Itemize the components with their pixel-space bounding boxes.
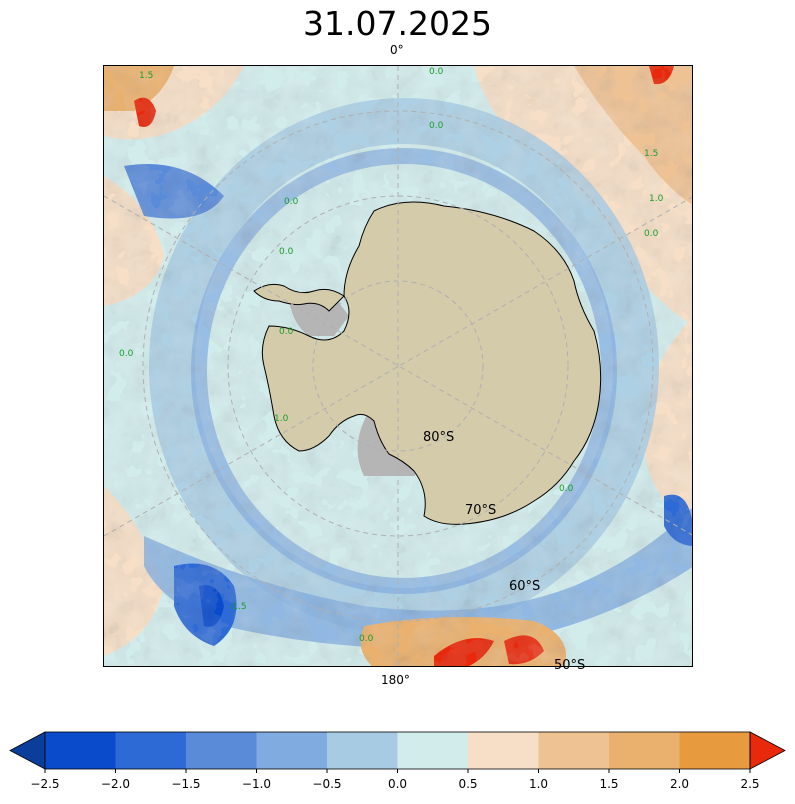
- contour-label: 1.0: [649, 194, 664, 204]
- colorbar-tick-label: −2.5: [30, 777, 59, 791]
- contour-label: -1.5: [229, 602, 247, 612]
- colorbar-swatch: [45, 732, 116, 769]
- map-canvas: 0.0 0.0 0.0 1.5 0.0 1.5 1.0 0.0 0.0 -1.5 0.0 1.0 0.0…: [104, 66, 692, 666]
- contour-label: 0.0: [279, 327, 294, 337]
- colorbar-swatch: [679, 732, 751, 769]
- colorbar-ticks: −2.5 −2.0 −1.5 −1.0 −0.5 0.0 0.5 1.0 1.5 2.0 2.5: [30, 769, 760, 791]
- colorbar-tick-label: −1.5: [171, 777, 200, 791]
- colorbar-swatch: [327, 732, 398, 769]
- colorbar-tick-label: 0.0: [388, 777, 407, 791]
- contour-label: 0.0: [429, 121, 444, 131]
- contour-label: 0.0: [284, 197, 299, 207]
- contour-label: 0.0: [644, 229, 659, 239]
- colorbar-tick-label: 1.5: [599, 777, 618, 791]
- colorbar-swatch: [397, 732, 469, 769]
- colorbar: −2.5 −2.0 −1.5 −1.0 −0.5 0.0 0.5 1.0 1.5 2.0 2.5: [9, 731, 786, 791]
- antarctic-peninsula: [253, 283, 345, 312]
- colorbar-swatch: [186, 732, 257, 769]
- antarctica-land: [261, 201, 602, 525]
- colorbar-tick-label: −0.5: [312, 777, 341, 791]
- lon-label-bottom: 180°: [381, 673, 410, 687]
- colorbar-extend-low: [9, 731, 46, 770]
- contour-label: 0.0: [359, 634, 374, 644]
- contour-label: 1.5: [139, 71, 153, 81]
- lon-label-top: 0°: [390, 43, 404, 57]
- contour-label: 0.0: [559, 484, 574, 494]
- colorbar-tick-label: 2.5: [740, 777, 759, 791]
- lat-label-80s: 80°S: [423, 430, 455, 445]
- colorbar-swatch: [468, 732, 539, 769]
- colorbar-tick-label: 0.5: [458, 777, 477, 791]
- colorbar-tick-label: 2.0: [670, 777, 689, 791]
- map-panel: 0.0 0.0 0.0 1.5 0.0 1.5 1.0 0.0 0.0 -1.5 0.0 1.0 0.0…: [103, 65, 693, 667]
- colorbar-extend-high: [749, 731, 786, 770]
- colorbar-swatch: [538, 732, 610, 769]
- map-title: 31.07.2025: [303, 4, 492, 43]
- lat-label-50s: 50°S: [554, 658, 586, 673]
- colorbar-swatch: [256, 732, 328, 769]
- contour-labels: 0.0 0.0 0.0 1.5 0.0 1.5 1.0 0.0 0.0 -1.5 0.0 1.0 0.0…: [119, 67, 664, 644]
- colorbar-tick-label: −2.0: [101, 777, 130, 791]
- colorbar-tick-label: −1.0: [242, 777, 271, 791]
- colorbar-swatch: [115, 732, 187, 769]
- contour-label: 0.0: [429, 67, 444, 77]
- contour-label: 0.0: [119, 349, 134, 359]
- contour-label: 0.0: [279, 247, 294, 257]
- contour-label: 1.0: [274, 414, 289, 424]
- contour-label: 1.5: [644, 149, 658, 159]
- lat-label-70s: 70°S: [465, 503, 497, 518]
- colorbar-swatch: [609, 732, 680, 769]
- colorbar-tick-label: 1.0: [529, 777, 548, 791]
- graticule: [104, 66, 692, 666]
- lat-label-60s: 60°S: [509, 579, 541, 594]
- colorbar-swatches: [9, 731, 786, 770]
